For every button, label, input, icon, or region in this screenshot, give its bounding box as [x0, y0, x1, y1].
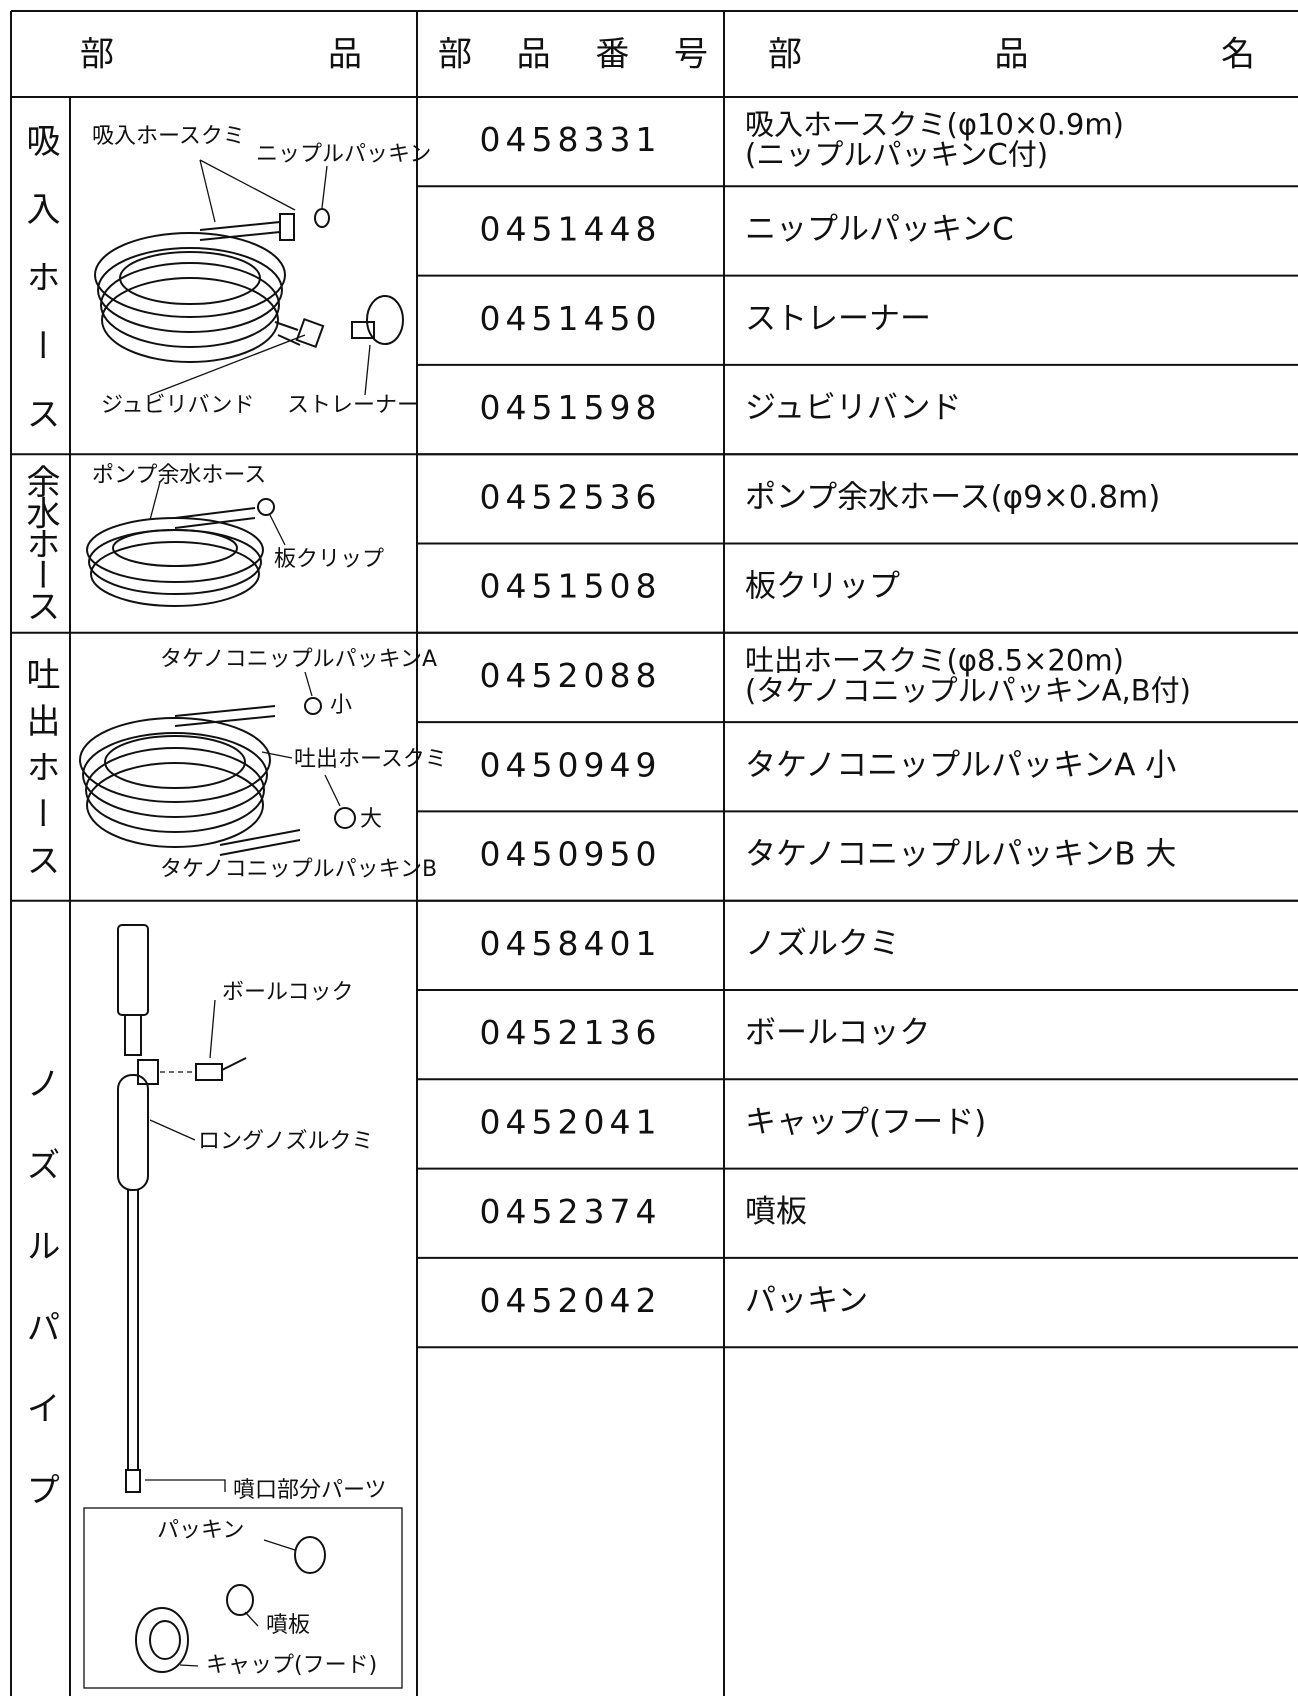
part-name: (ニップルパッキンC付) — [745, 138, 1048, 172]
part-number: 0451508 — [480, 567, 662, 606]
callout-label: 小 — [330, 693, 352, 718]
part-number: 0450950 — [480, 835, 662, 874]
intake-hose-illustration — [94, 159, 404, 396]
part-number: 0452042 — [480, 1281, 662, 1320]
group-label: 吸入ホース — [20, 123, 60, 430]
callout-label: パッキン — [157, 1518, 244, 1543]
callout-label: タケノコニップルパッキンA — [160, 647, 437, 672]
callout-label: 板クリップ — [274, 547, 384, 572]
part-number: 0452041 — [480, 1102, 662, 1141]
part-name: タケノコニップルパッキンA 小 — [745, 747, 1176, 783]
header-cell: 部品番号 — [438, 35, 708, 75]
callout-label: ニップルパッキン — [256, 142, 431, 167]
callout-label: 大 — [360, 807, 382, 832]
group-label: 吐出ホース — [20, 657, 60, 877]
table-grid — [10, 10, 1298, 1696]
part-number: 0451448 — [480, 209, 662, 248]
drain-hose-illustration — [86, 481, 286, 607]
callout-label: タケノコニップルパッキンB — [160, 857, 437, 882]
part-name: ジュビリバンド — [745, 390, 961, 426]
callout-label: ジュビリバンド — [101, 393, 255, 418]
part-number: 0451598 — [480, 388, 662, 427]
part-number: 0458331 — [480, 120, 662, 159]
part-name: ノズルクミ — [745, 926, 900, 962]
part-name: ストレーナー — [745, 301, 931, 337]
header-cell: 部品 — [80, 35, 362, 75]
part-number: 0451450 — [480, 299, 662, 338]
part-name: ニップルパッキンC — [745, 211, 1014, 247]
nozzle-illustration — [83, 924, 403, 1689]
part-name: 吸入ホースクミ(φ10×0.9m) — [745, 108, 1124, 142]
part-name: 吐出ホースクミ(φ8.5×20m) — [745, 643, 1124, 677]
part-number: 0452536 — [480, 477, 662, 516]
part-name: ポンプ余水ホース(φ9×0.8m) — [745, 479, 1160, 515]
callout-label: ロングノズルクミ — [198, 1129, 374, 1154]
part-name: パッキン — [745, 1283, 868, 1319]
part-number: 0452136 — [480, 1013, 662, 1052]
part-number: 0450949 — [480, 745, 662, 784]
callout-label: ストレーナー — [287, 393, 419, 418]
header-cell: 部品名 — [768, 35, 1255, 75]
part-name: タケノコニップルパッキンB 大 — [745, 837, 1176, 873]
callout-label: 吸入ホースクミ — [92, 124, 245, 149]
part-name: (タケノコニップルパッキンA,B付) — [745, 673, 1191, 707]
callout-label: ポンプ余水ホース — [92, 463, 266, 488]
callout-label: 吐出ホースクミ — [294, 747, 447, 772]
callout-label: ボールコック — [222, 980, 354, 1005]
part-name: 板クリップ — [745, 569, 900, 605]
part-number: 0452374 — [480, 1192, 662, 1231]
part-number: 0452088 — [480, 656, 662, 695]
part-name: キャップ(フード) — [745, 1104, 986, 1140]
group-label: 余水ホース — [20, 464, 60, 623]
group-label: ノズルパイプ — [20, 1066, 60, 1506]
callout-label: 噴板 — [266, 1613, 310, 1638]
callout-label: 噴口部分パーツ — [233, 1478, 387, 1503]
part-name: ボールコック — [745, 1015, 930, 1051]
part-number: 0458401 — [480, 924, 662, 963]
discharge-hose-illustration — [79, 671, 356, 856]
part-name: 噴板 — [745, 1194, 807, 1230]
callout-label: キャップ(フード) — [206, 1653, 377, 1678]
